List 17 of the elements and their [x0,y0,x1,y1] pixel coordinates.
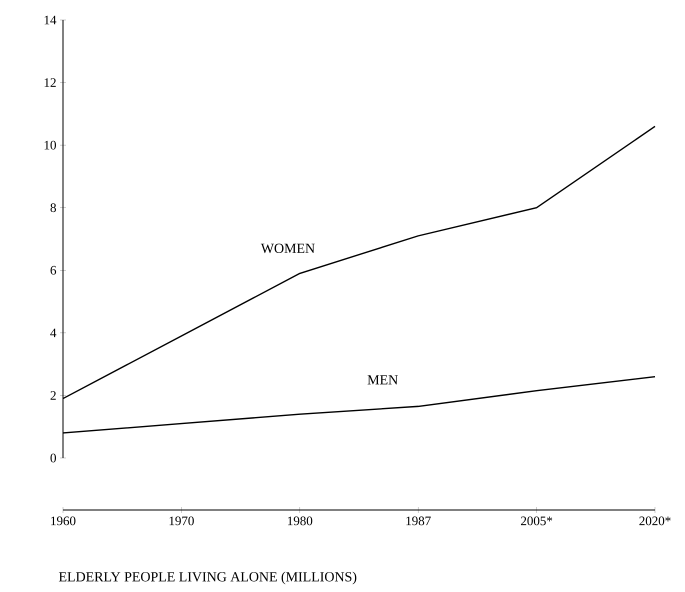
x-tick-label: 1987 [406,516,431,526]
y-tick-label: 6 [50,266,56,275]
y-tick-label: 4 [50,328,56,338]
series-label: MEN [368,375,398,384]
x-tick-label: 1960 [51,516,76,526]
y-tick-label: 14 [44,16,56,24]
x-tick-label: 2005* [520,516,552,526]
text: ELDERLY PEOPLE LIVING ALONE (MILLIONS) [58,572,356,584]
y-tick-label: 8 [50,203,56,212]
y-tick-label: 2 [50,391,56,400]
series-label: WOMEN [260,244,315,254]
y-tick-label: 10 [44,140,56,150]
x-tick-label: 1970 [170,516,194,526]
x-tick-label: 1980 [288,516,312,526]
y-tick-label: 0 [50,454,56,462]
x-tick-label: 2020* [639,516,671,526]
y-tick-label: 12 [44,78,56,87]
